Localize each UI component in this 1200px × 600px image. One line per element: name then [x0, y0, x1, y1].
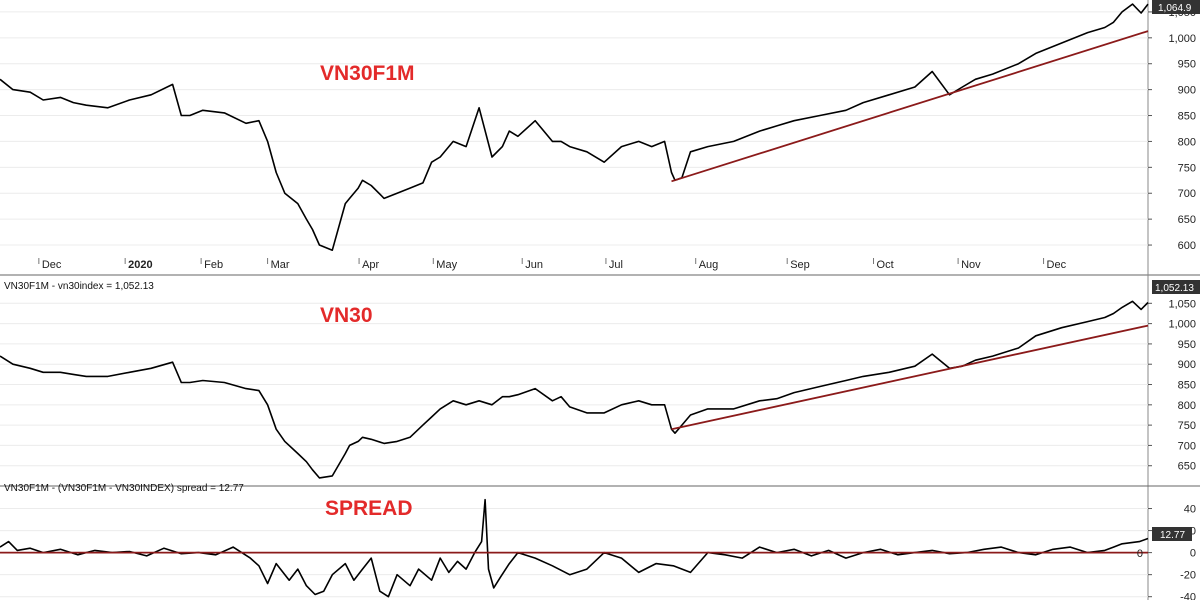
price-line — [0, 300, 1149, 479]
y-tick-label: 800 — [1178, 400, 1196, 412]
y-tick-label: 650 — [1178, 214, 1196, 226]
y-tick-label: 850 — [1178, 111, 1196, 123]
x-tick-label: Apr — [362, 259, 379, 271]
y-tick-label: -20 — [1180, 570, 1196, 582]
x-tick-label: Nov — [961, 259, 981, 271]
gridlines — [0, 302, 1148, 467]
x-tick-label: Oct — [877, 259, 894, 271]
x-tick-label: Sep — [790, 259, 810, 271]
y-tick-label: 750 — [1178, 162, 1196, 174]
price-line — [0, 498, 1149, 598]
y-tick-label: 1,000 — [1168, 33, 1196, 45]
last-value-text: 1,052.13 — [1155, 283, 1194, 294]
y-tick-label: 900 — [1178, 85, 1196, 97]
last-value-text: 1,064.9 — [1158, 3, 1192, 14]
chart-title: VN30 — [320, 304, 373, 327]
y-tick-label: 600 — [1178, 240, 1196, 252]
y-tick-label: 950 — [1178, 339, 1196, 351]
y-axis: 650 700 750 800 850 900 950 1,000 1,050 — [1148, 298, 1196, 473]
trend-line — [671, 324, 1149, 431]
x-tick-label: Dec — [1047, 259, 1067, 271]
y-tick-label: 950 — [1178, 59, 1196, 71]
x-tick-label: 2020 — [128, 259, 152, 271]
y-tick-label: 750 — [1178, 420, 1196, 432]
x-axis: Dec 2020 Feb Mar Apr May Jun Jul Aug Sep Oct Nov Dec — [38, 258, 1067, 271]
y-tick-label: 650 — [1178, 461, 1196, 473]
vn30-panel: 650 700 750 800 850 900 950 1,000 1,050 VN30F1M … — [0, 280, 1200, 487]
y-tick-label: 700 — [1178, 188, 1196, 200]
last-value-badge: 1,052.13 — [1152, 280, 1200, 294]
x-tick-label: Aug — [699, 259, 719, 271]
chart-title: VN30F1M — [320, 62, 415, 85]
series-header: VN30F1M - (VN30F1M - VN30INDEX) spread =… — [4, 483, 244, 494]
chart-title: SPREAD — [325, 497, 413, 520]
zero-label: 0 — [1137, 548, 1143, 560]
plot-area — [0, 3, 1149, 251]
x-tick-label: Dec — [42, 259, 62, 271]
x-tick-label: Jul — [609, 259, 623, 271]
x-tick-label: Jun — [525, 259, 543, 271]
plot-area — [0, 300, 1149, 479]
y-tick-label: 40 — [1184, 504, 1196, 516]
x-tick-label: May — [436, 259, 457, 271]
series-header: VN30F1M - vn30index = 1,052.13 — [4, 281, 154, 292]
x-tick-label: Feb — [204, 259, 223, 271]
y-tick-label: 1,050 — [1168, 298, 1196, 310]
x-tick-label: Mar — [271, 259, 290, 271]
trend-line — [671, 30, 1149, 183]
y-tick-label: 0 — [1190, 548, 1196, 560]
last-value-text: 12.77 — [1160, 530, 1185, 541]
y-tick-label: 700 — [1178, 440, 1196, 452]
spread-panel: -40-2002040 VN30F1M - (VN30F1M - VN30IND… — [0, 483, 1196, 600]
y-tick-label: 900 — [1178, 359, 1196, 371]
y-tick-label: 800 — [1178, 136, 1196, 148]
y-tick-label: -40 — [1180, 592, 1196, 600]
last-value-badge: 12.77 — [1152, 527, 1192, 541]
y-tick-label: 1,000 — [1168, 319, 1196, 331]
price-line — [0, 3, 1149, 251]
last-value-badge: 1,064.9 — [1152, 0, 1200, 14]
plot-area — [0, 498, 1149, 598]
y-tick-label: 850 — [1178, 380, 1196, 392]
